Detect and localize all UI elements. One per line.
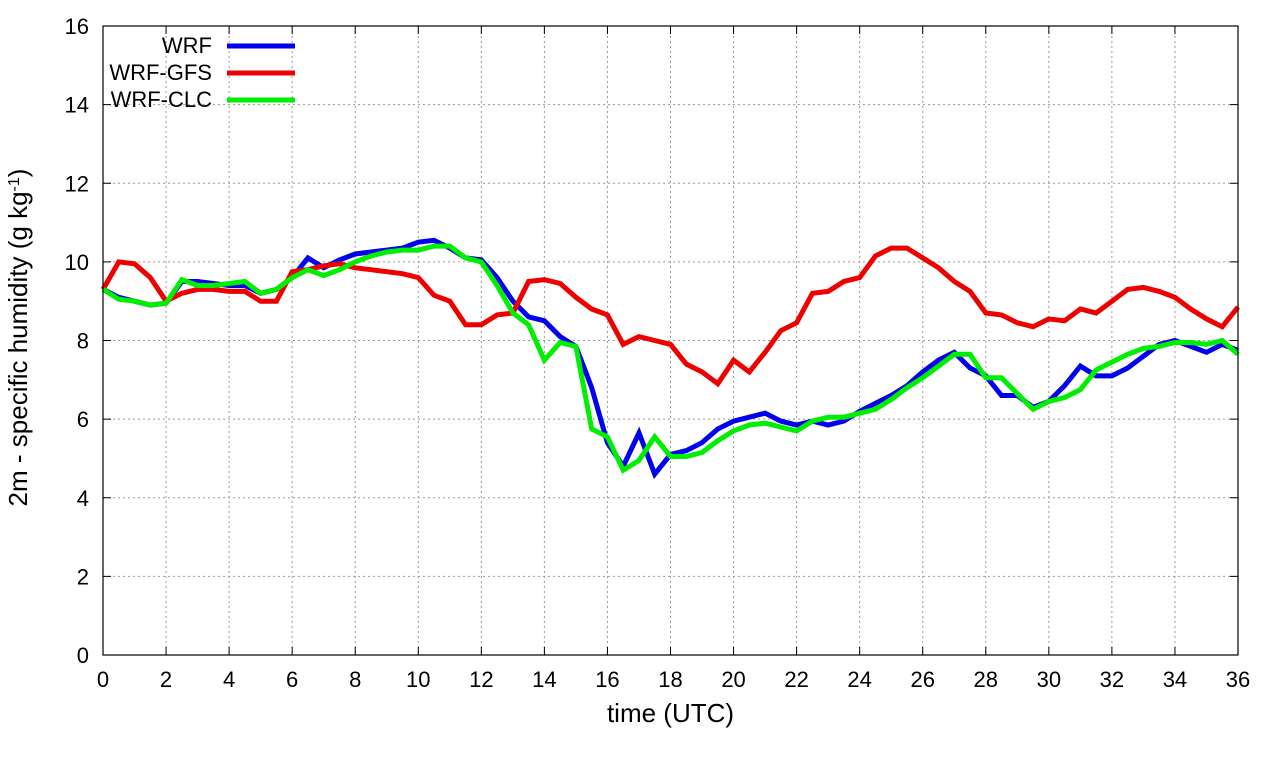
y-tick-label: 6 [77,407,89,432]
x-tick-label: 22 [784,667,808,692]
y-axis-label-superscript: -1 [6,177,23,191]
x-tick-label: 8 [349,667,361,692]
x-tick-label: 16 [595,667,619,692]
x-tick-label: 12 [469,667,493,692]
x-tick-label: 24 [847,667,871,692]
x-tick-labels: 0 2 4 6 8 10 12 14 16 18 20 22 24 26 28 30 32 34 36 [97,667,1250,692]
x-tick-label: 20 [721,667,745,692]
y-tick-label: 12 [65,171,89,196]
y-tick-labels: 0 2 4 6 8 10 12 14 16 [65,14,89,668]
y-axis-label-main: 2m - specific humidity (g kg [3,191,33,506]
x-tick-label: 34 [1163,667,1187,692]
y-axis-label-end: ) [3,169,33,178]
y-tick-label: 8 [77,329,89,354]
x-tick-label: 26 [910,667,934,692]
y-tick-label: 16 [65,14,89,39]
legend-label: WRF-CLC [111,87,213,112]
y-tick-label: 0 [77,643,89,668]
x-tick-label: 30 [1037,667,1061,692]
x-tick-label: 10 [406,667,430,692]
y-tick-label: 10 [65,250,89,275]
x-tick-label: 36 [1226,667,1250,692]
x-tick-label: 2 [160,667,172,692]
y-tick-label: 2 [77,564,89,589]
series-lines [100,237,1240,480]
x-tick-label: 4 [223,667,235,692]
x-tick-label: 14 [532,667,556,692]
x-tick-label: 18 [658,667,682,692]
legend-label: WRF-GFS [109,60,212,85]
x-tick-label: 28 [974,667,998,692]
x-axis-label: time (UTC) [607,698,734,728]
x-tick-label: 6 [286,667,298,692]
y-tick-label: 14 [65,93,89,118]
axis-ticks [102,25,1239,656]
x-tick-label: 32 [1100,667,1124,692]
series-line-wrf-clc [101,243,1240,474]
x-tick-label: 0 [97,667,109,692]
y-axis-label: 2m - specific humidity (g kg-1) [3,169,33,507]
legend-label: WRF [162,33,212,58]
series-line-wrf-gfs [100,245,1240,388]
y-tick-label: 4 [77,486,89,511]
grid-lines [102,25,1239,656]
